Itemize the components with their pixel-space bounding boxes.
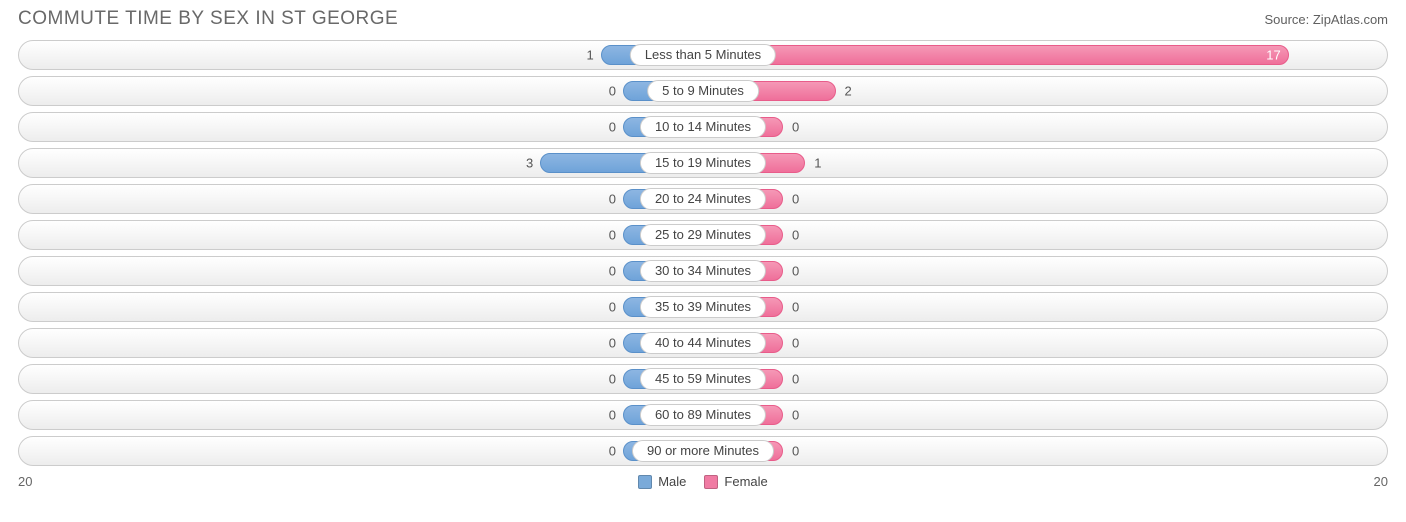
chart-row: 20 to 24 Minutes 0 0	[18, 184, 1388, 214]
chart-row: 15 to 19 Minutes 3 1	[18, 148, 1388, 178]
chart-row: 25 to 29 Minutes 0 0	[18, 220, 1388, 250]
axis-max-left: 20	[18, 474, 32, 489]
male-swatch-icon	[638, 475, 652, 489]
row-category-label: 20 to 24 Minutes	[640, 188, 766, 210]
male-value-label: 0	[609, 120, 616, 135]
male-value-label: 1	[587, 48, 594, 63]
female-value-label: 0	[792, 192, 799, 207]
female-value-label: 1	[814, 156, 821, 171]
female-value-label: 0	[792, 372, 799, 387]
row-category-label: 45 to 59 Minutes	[640, 368, 766, 390]
male-value-label: 0	[609, 336, 616, 351]
chart-row: 35 to 39 Minutes 0 0	[18, 292, 1388, 322]
male-value-label: 0	[609, 84, 616, 99]
male-value-label: 0	[609, 192, 616, 207]
female-value-label: 0	[792, 408, 799, 423]
female-value-label: 0	[792, 444, 799, 459]
legend-item-female: Female	[704, 474, 767, 489]
female-value-label: 0	[792, 120, 799, 135]
female-value-label: 17	[1266, 48, 1280, 63]
chart-row: Less than 5 Minutes 1 17	[18, 40, 1388, 70]
row-category-label: 25 to 29 Minutes	[640, 224, 766, 246]
chart-row: 90 or more Minutes 0 0	[18, 436, 1388, 466]
male-value-label: 0	[609, 408, 616, 423]
chart-footer: 20 Male Female 20	[0, 472, 1406, 489]
row-category-label: 35 to 39 Minutes	[640, 296, 766, 318]
row-category-label: 5 to 9 Minutes	[647, 80, 759, 102]
row-category-label: 40 to 44 Minutes	[640, 332, 766, 354]
chart-row: 10 to 14 Minutes 0 0	[18, 112, 1388, 142]
row-category-label: 60 to 89 Minutes	[640, 404, 766, 426]
row-category-label: 10 to 14 Minutes	[640, 116, 766, 138]
row-category-label: 15 to 19 Minutes	[640, 152, 766, 174]
female-bar	[703, 45, 1289, 65]
female-value-label: 0	[792, 336, 799, 351]
chart-row: 5 to 9 Minutes 0 2	[18, 76, 1388, 106]
male-value-label: 0	[609, 228, 616, 243]
chart-row: 45 to 59 Minutes 0 0	[18, 364, 1388, 394]
chart-row: 60 to 89 Minutes 0 0	[18, 400, 1388, 430]
male-value-label: 0	[609, 264, 616, 279]
male-value-label: 3	[526, 156, 533, 171]
female-value-label: 0	[792, 264, 799, 279]
chart-title: COMMUTE TIME BY SEX IN ST GEORGE	[18, 8, 398, 30]
legend: Male Female	[638, 474, 768, 489]
legend-label-female: Female	[724, 474, 767, 489]
row-category-label: 30 to 34 Minutes	[640, 260, 766, 282]
female-swatch-icon	[704, 475, 718, 489]
chart-row: 30 to 34 Minutes 0 0	[18, 256, 1388, 286]
female-value-label: 0	[792, 300, 799, 315]
row-category-label: Less than 5 Minutes	[630, 44, 776, 66]
female-value-label: 0	[792, 228, 799, 243]
male-value-label: 0	[609, 300, 616, 315]
male-value-label: 0	[609, 372, 616, 387]
row-category-label: 90 or more Minutes	[632, 440, 774, 462]
legend-item-male: Male	[638, 474, 686, 489]
chart-header: COMMUTE TIME BY SEX IN ST GEORGE Source:…	[0, 0, 1406, 34]
chart-row: 40 to 44 Minutes 0 0	[18, 328, 1388, 358]
axis-max-right: 20	[1374, 474, 1388, 489]
male-value-label: 0	[609, 444, 616, 459]
chart-area: Less than 5 Minutes1175 to 9 Minutes0210…	[0, 34, 1406, 466]
female-value-label: 2	[845, 84, 852, 99]
chart-source: Source: ZipAtlas.com	[1264, 12, 1388, 27]
legend-label-male: Male	[658, 474, 686, 489]
